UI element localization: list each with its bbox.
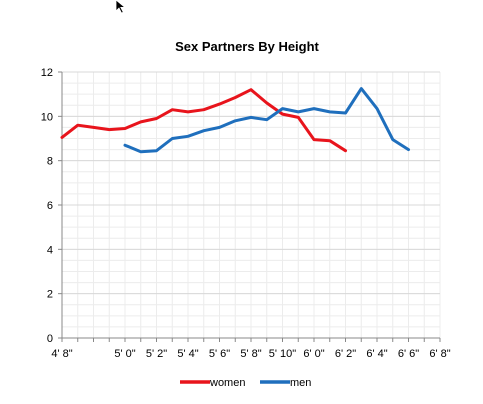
legend: women men [180,377,311,389]
y-tick-label: 10 [41,111,53,123]
y-tick-label: 12 [41,67,53,79]
gridlines [61,71,441,339]
series-lines [60,87,410,154]
x-tick-label: 6' 4" [366,348,387,360]
y-tick-label: 2 [47,289,53,301]
x-tick-label: 5' 4" [177,348,198,360]
x-tick-label: 6' 2" [335,348,356,360]
x-tick-label: 5' 0" [114,348,135,360]
chart-title: Sex Partners By Height [175,39,319,54]
mouse-cursor-icon [115,0,127,14]
series-line-men [123,87,410,154]
legend-label-men: men [290,377,311,389]
x-tick-label: 6' 8" [429,348,450,360]
series-line-women [60,88,347,153]
x-tick-label: 5' 8" [240,348,261,360]
y-tick-label: 6 [47,200,53,212]
x-tick-label: 5' 2" [146,348,167,360]
x-tick-label: 6' 0" [303,348,324,360]
y-tick-label: 4 [47,244,53,256]
y-tick-label: 0 [47,333,53,345]
x-tick-label: 4' 8" [51,348,72,360]
x-tick-label: 5' 10" [269,348,297,360]
legend-label-women: women [209,377,245,389]
x-tick-label: 6' 6" [398,348,419,360]
tick-labels: 0 2 4 6 8 10 12 4' 8" 5' 0" 5' 2" 5' 4" 5' 6" 5' 8" 5… [41,67,451,360]
axes [58,71,441,342]
x-tick-label: 5' 6" [209,348,230,360]
y-tick-label: 8 [47,156,53,168]
